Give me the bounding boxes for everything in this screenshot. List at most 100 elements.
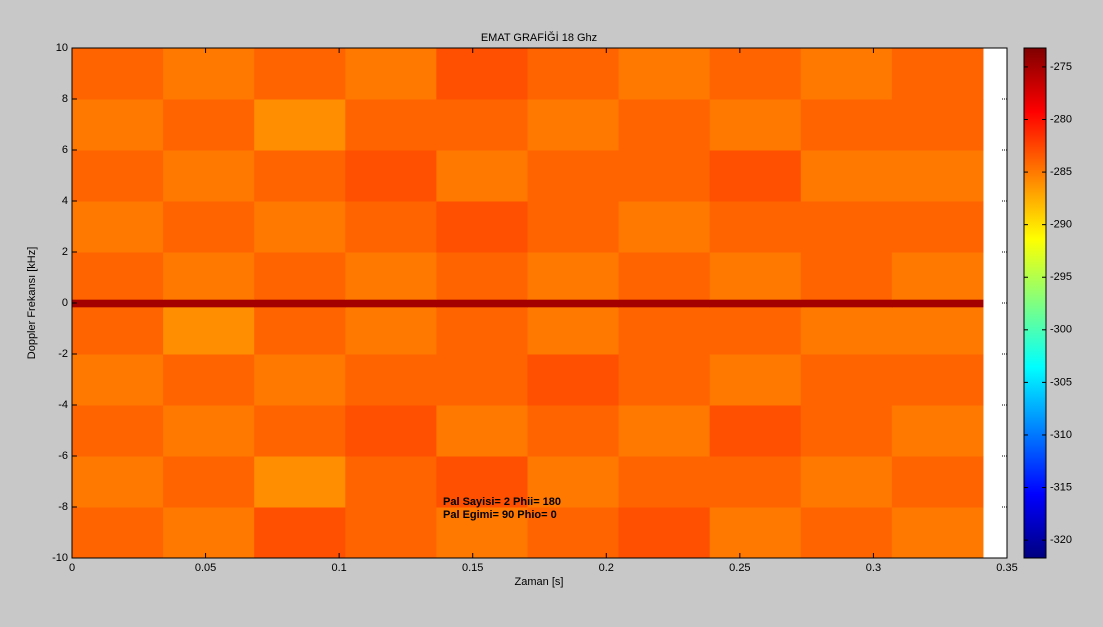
heatmap-cell — [891, 201, 984, 253]
chart-title: EMAT GRAFİĞİ 18 Ghz — [481, 31, 597, 44]
heatmap-cell — [527, 507, 620, 559]
heatmap-cell — [163, 99, 255, 151]
heatmap-cell — [709, 306, 802, 355]
heatmap-cell — [618, 48, 711, 100]
y-tick-label: -10 — [52, 552, 68, 564]
heatmap-cell — [709, 99, 802, 151]
heatmap-cell — [709, 405, 802, 457]
heatmap-cell — [800, 201, 893, 253]
y-tick-label: -8 — [58, 501, 68, 513]
heatmap-cell — [345, 150, 437, 202]
colorbar-tick-label: -305 — [1050, 376, 1072, 388]
colorbar — [1023, 47, 1047, 559]
heatmap-cell — [891, 150, 984, 202]
heatmap-cell — [800, 306, 893, 355]
heatmap-cell — [254, 405, 346, 457]
heatmap-cell — [800, 354, 893, 406]
heatmap-cell — [345, 99, 437, 151]
heatmap-cell — [72, 252, 164, 300]
x-axis-label: Zaman [s] — [515, 576, 564, 588]
heatmap-cell — [436, 252, 528, 300]
heatmap-cell — [891, 306, 984, 355]
heatmap-cell — [618, 306, 711, 355]
heatmap-cell — [618, 354, 711, 406]
heatmap-cell — [618, 405, 711, 457]
x-tick-label: 0.05 — [195, 562, 216, 574]
heatmap-cell — [345, 252, 437, 300]
heatmap-cell — [527, 201, 620, 253]
heatmap-cell — [163, 456, 255, 508]
x-tick-label: 0.25 — [729, 562, 750, 574]
heatmap-cell — [527, 354, 620, 406]
heatmap-cell — [436, 405, 528, 457]
heatmap-cell — [163, 252, 255, 300]
heatmap-cell — [891, 354, 984, 406]
heatmap-cell — [436, 299, 528, 308]
heatmap-cell — [618, 299, 711, 308]
colorbar-tick-label: -290 — [1050, 219, 1072, 231]
heatmap-cell — [618, 150, 711, 202]
annotation: Pal Sayisi= 2 Phii= 180 — [443, 496, 561, 508]
colorbar-tick-label: -310 — [1050, 429, 1072, 441]
heatmap-cell — [254, 150, 346, 202]
heatmap-cell — [800, 48, 893, 100]
heatmap-cell — [891, 299, 984, 308]
heatmap-cell — [254, 48, 346, 100]
y-tick-label: -4 — [58, 399, 68, 411]
heatmap-cell — [618, 252, 711, 300]
heatmap-cell — [345, 405, 437, 457]
heatmap-cell — [891, 405, 984, 457]
heatmap-cell — [163, 306, 255, 355]
heatmap-cell — [436, 354, 528, 406]
heatmap-cell — [436, 507, 528, 559]
heatmap-cell — [254, 507, 346, 559]
heatmap-cell — [891, 456, 984, 508]
heatmap-cell — [163, 354, 255, 406]
heatmap-cell — [254, 306, 346, 355]
heatmap-cell — [618, 456, 711, 508]
heatmap-cell — [345, 48, 437, 100]
y-tick-label: 10 — [56, 42, 68, 54]
heatmap-cell — [709, 354, 802, 406]
heatmap-cell — [163, 507, 255, 559]
heatmap-cell — [436, 456, 528, 508]
colorbar-tick-label: -320 — [1050, 534, 1072, 546]
heatmap-cell — [72, 150, 164, 202]
heatmap-cell — [436, 48, 528, 100]
heatmap-cell — [800, 150, 893, 202]
heatmap-cell — [345, 456, 437, 508]
y-tick-label: -2 — [58, 348, 68, 360]
heatmap-cell — [800, 252, 893, 300]
y-tick-label: 6 — [62, 144, 68, 156]
colorbar-tick-label: -295 — [1050, 271, 1072, 283]
heatmap-cell — [891, 252, 984, 300]
heatmap — [72, 48, 984, 559]
x-tick-label: 0 — [69, 562, 75, 574]
heatmap-cell — [72, 48, 164, 100]
heatmap-cell — [618, 201, 711, 253]
heatmap-cell — [163, 405, 255, 457]
heatmap-cell — [72, 306, 164, 355]
heatmap-cell — [436, 201, 528, 253]
heatmap-cell — [254, 354, 346, 406]
x-tick-label: 0.35 — [996, 562, 1017, 574]
heatmap-cell — [254, 252, 346, 300]
heatmap-cell — [345, 507, 437, 559]
heatmap-cell — [345, 354, 437, 406]
heatmap-cell — [254, 99, 346, 151]
colorbar-tick-label: -315 — [1050, 481, 1072, 493]
y-tick-label: 0 — [62, 297, 68, 309]
y-tick-label: 4 — [62, 195, 68, 207]
heatmap-cell — [72, 354, 164, 406]
heatmap-cell — [800, 99, 893, 151]
heatmap-cell — [800, 299, 893, 308]
heatmap-cell — [891, 507, 984, 559]
heatmap-cell — [527, 456, 620, 508]
heatmap-cell — [254, 201, 346, 253]
heatmap-cell — [527, 99, 620, 151]
heatmap-cell — [163, 201, 255, 253]
heatmap-cell — [800, 507, 893, 559]
heatmap-cell — [618, 507, 711, 559]
y-axis-label: Doppler Frekansı [kHz] — [26, 247, 38, 359]
